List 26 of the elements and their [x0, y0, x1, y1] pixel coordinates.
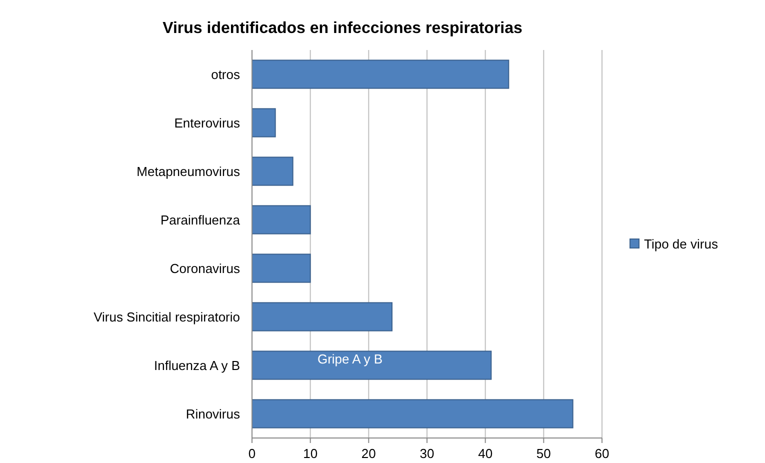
- bar: [252, 254, 311, 283]
- x-tick-label: 30: [420, 446, 434, 461]
- y-tick-label: Rinovirus: [186, 406, 240, 422]
- y-tick-label: Coronavirus: [170, 260, 240, 276]
- x-tick-label: 40: [478, 446, 493, 461]
- y-tick-label: Enterovirus: [174, 115, 240, 130]
- chart-title: Virus identificados en infecciones respiratorias: [162, 20, 523, 37]
- x-tick-label: 10: [303, 446, 318, 461]
- annotation: Gripe A y B: [317, 352, 383, 367]
- x-tick-label: 20: [361, 446, 376, 461]
- x-tick-label: 50: [536, 446, 551, 461]
- y-tick-label: otros: [211, 66, 240, 82]
- bar: [252, 399, 574, 428]
- y-tick-label: Metapneumovirus: [136, 164, 240, 179]
- bar: [252, 60, 510, 89]
- bar: [252, 156, 294, 186]
- bar: [252, 205, 311, 234]
- y-tick-label: Parainfluenza: [160, 212, 241, 228]
- y-tick-label: Virus Sincitial respiratorio: [94, 309, 240, 324]
- x-tick-label: 60: [594, 446, 610, 461]
- y-tick-label: Influenza A y B: [154, 358, 240, 373]
- x-tick-label: 0: [248, 446, 256, 461]
- legend-label: Tipo de virus: [644, 236, 718, 252]
- bar: [252, 350, 492, 380]
- bar: [252, 302, 392, 332]
- bar: [252, 108, 276, 138]
